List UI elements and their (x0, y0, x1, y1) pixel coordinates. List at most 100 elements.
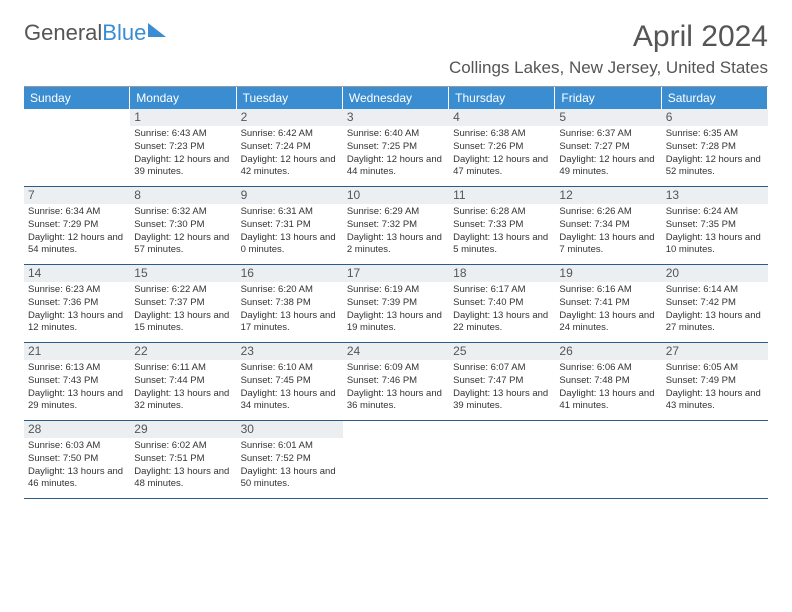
sunset-text: Sunset: 7:29 PM (28, 219, 126, 231)
sunset-text: Sunset: 7:28 PM (666, 141, 764, 153)
day-number: 24 (343, 343, 449, 360)
day-number: 7 (24, 187, 130, 204)
calendar-cell: 17Sunrise: 6:19 AMSunset: 7:39 PMDayligh… (343, 265, 449, 343)
sunrise-text: Sunrise: 6:19 AM (347, 284, 445, 296)
calendar-cell (24, 109, 130, 187)
day-number: 22 (130, 343, 236, 360)
sunrise-text: Sunrise: 6:28 AM (453, 206, 551, 218)
sunset-text: Sunset: 7:47 PM (453, 375, 551, 387)
logo-text-2: Blue (102, 20, 146, 46)
daylight-text: Daylight: 13 hours and 5 minutes. (453, 232, 551, 256)
daylight-text: Daylight: 12 hours and 44 minutes. (347, 154, 445, 178)
calendar-cell: 27Sunrise: 6:05 AMSunset: 7:49 PMDayligh… (662, 343, 768, 421)
day-number: 25 (449, 343, 555, 360)
calendar-cell (555, 421, 661, 499)
day-number: 29 (130, 421, 236, 438)
daylight-text: Daylight: 12 hours and 42 minutes. (241, 154, 339, 178)
sunset-text: Sunset: 7:41 PM (559, 297, 657, 309)
day-number: 18 (449, 265, 555, 282)
sunrise-text: Sunrise: 6:38 AM (453, 128, 551, 140)
calendar-cell: 4Sunrise: 6:38 AMSunset: 7:26 PMDaylight… (449, 109, 555, 187)
sunrise-text: Sunrise: 6:06 AM (559, 362, 657, 374)
sunrise-text: Sunrise: 6:24 AM (666, 206, 764, 218)
day-number: 14 (24, 265, 130, 282)
day-header: Monday (130, 87, 236, 109)
calendar-cell: 24Sunrise: 6:09 AMSunset: 7:46 PMDayligh… (343, 343, 449, 421)
calendar-cell: 10Sunrise: 6:29 AMSunset: 7:32 PMDayligh… (343, 187, 449, 265)
day-number: 16 (237, 265, 343, 282)
sunrise-text: Sunrise: 6:16 AM (559, 284, 657, 296)
day-number: 8 (130, 187, 236, 204)
sunrise-text: Sunrise: 6:07 AM (453, 362, 551, 374)
calendar-cell: 16Sunrise: 6:20 AMSunset: 7:38 PMDayligh… (237, 265, 343, 343)
daylight-text: Daylight: 13 hours and 39 minutes. (453, 388, 551, 412)
calendar-grid: SundayMondayTuesdayWednesdayThursdayFrid… (24, 86, 768, 499)
day-header: Tuesday (237, 87, 343, 109)
daylight-text: Daylight: 12 hours and 57 minutes. (134, 232, 232, 256)
daylight-text: Daylight: 13 hours and 29 minutes. (28, 388, 126, 412)
sunset-text: Sunset: 7:25 PM (347, 141, 445, 153)
calendar-cell: 19Sunrise: 6:16 AMSunset: 7:41 PMDayligh… (555, 265, 661, 343)
sunrise-text: Sunrise: 6:31 AM (241, 206, 339, 218)
sunset-text: Sunset: 7:48 PM (559, 375, 657, 387)
calendar-cell: 13Sunrise: 6:24 AMSunset: 7:35 PMDayligh… (662, 187, 768, 265)
calendar-cell (343, 421, 449, 499)
day-header: Wednesday (343, 87, 449, 109)
calendar-cell: 23Sunrise: 6:10 AMSunset: 7:45 PMDayligh… (237, 343, 343, 421)
sunrise-text: Sunrise: 6:20 AM (241, 284, 339, 296)
sunrise-text: Sunrise: 6:37 AM (559, 128, 657, 140)
daylight-text: Daylight: 13 hours and 19 minutes. (347, 310, 445, 334)
sunrise-text: Sunrise: 6:05 AM (666, 362, 764, 374)
calendar-cell: 26Sunrise: 6:06 AMSunset: 7:48 PMDayligh… (555, 343, 661, 421)
day-number: 19 (555, 265, 661, 282)
sunset-text: Sunset: 7:43 PM (28, 375, 126, 387)
day-number: 10 (343, 187, 449, 204)
daylight-text: Daylight: 13 hours and 0 minutes. (241, 232, 339, 256)
day-number: 9 (237, 187, 343, 204)
logo-text-1: General (24, 20, 102, 46)
day-number: 20 (662, 265, 768, 282)
sunrise-text: Sunrise: 6:22 AM (134, 284, 232, 296)
sunrise-text: Sunrise: 6:02 AM (134, 440, 232, 452)
sunset-text: Sunset: 7:23 PM (134, 141, 232, 153)
daylight-text: Daylight: 13 hours and 36 minutes. (347, 388, 445, 412)
daylight-text: Daylight: 13 hours and 22 minutes. (453, 310, 551, 334)
sunrise-text: Sunrise: 6:14 AM (666, 284, 764, 296)
calendar-cell: 14Sunrise: 6:23 AMSunset: 7:36 PMDayligh… (24, 265, 130, 343)
sunrise-text: Sunrise: 6:35 AM (666, 128, 764, 140)
daylight-text: Daylight: 13 hours and 41 minutes. (559, 388, 657, 412)
calendar-cell: 9Sunrise: 6:31 AMSunset: 7:31 PMDaylight… (237, 187, 343, 265)
sunrise-text: Sunrise: 6:34 AM (28, 206, 126, 218)
day-header: Saturday (662, 87, 768, 109)
day-number: 6 (662, 109, 768, 126)
sunrise-text: Sunrise: 6:01 AM (241, 440, 339, 452)
day-number: 15 (130, 265, 236, 282)
calendar-cell: 22Sunrise: 6:11 AMSunset: 7:44 PMDayligh… (130, 343, 236, 421)
daylight-text: Daylight: 13 hours and 2 minutes. (347, 232, 445, 256)
calendar-cell: 29Sunrise: 6:02 AMSunset: 7:51 PMDayligh… (130, 421, 236, 499)
daylight-text: Daylight: 13 hours and 17 minutes. (241, 310, 339, 334)
daylight-text: Daylight: 13 hours and 15 minutes. (134, 310, 232, 334)
sunrise-text: Sunrise: 6:11 AM (134, 362, 232, 374)
calendar-cell: 15Sunrise: 6:22 AMSunset: 7:37 PMDayligh… (130, 265, 236, 343)
location-subtitle: Collings Lakes, New Jersey, United State… (24, 58, 768, 78)
sunset-text: Sunset: 7:27 PM (559, 141, 657, 153)
sunset-text: Sunset: 7:33 PM (453, 219, 551, 231)
calendar-cell: 30Sunrise: 6:01 AMSunset: 7:52 PMDayligh… (237, 421, 343, 499)
calendar-cell: 28Sunrise: 6:03 AMSunset: 7:50 PMDayligh… (24, 421, 130, 499)
sunrise-text: Sunrise: 6:10 AM (241, 362, 339, 374)
day-header: Thursday (449, 87, 555, 109)
sunset-text: Sunset: 7:36 PM (28, 297, 126, 309)
calendar-cell: 8Sunrise: 6:32 AMSunset: 7:30 PMDaylight… (130, 187, 236, 265)
sunset-text: Sunset: 7:35 PM (666, 219, 764, 231)
calendar-cell: 6Sunrise: 6:35 AMSunset: 7:28 PMDaylight… (662, 109, 768, 187)
sunset-text: Sunset: 7:30 PM (134, 219, 232, 231)
calendar-cell: 12Sunrise: 6:26 AMSunset: 7:34 PMDayligh… (555, 187, 661, 265)
day-number: 4 (449, 109, 555, 126)
day-number: 27 (662, 343, 768, 360)
calendar-cell: 5Sunrise: 6:37 AMSunset: 7:27 PMDaylight… (555, 109, 661, 187)
day-header: Friday (555, 87, 661, 109)
calendar-cell: 25 Sunrise: 6:07 AMSunset: 7:47 PMDayligh… (449, 343, 555, 421)
day-number: 17 (343, 265, 449, 282)
day-number: 1 (130, 109, 236, 126)
